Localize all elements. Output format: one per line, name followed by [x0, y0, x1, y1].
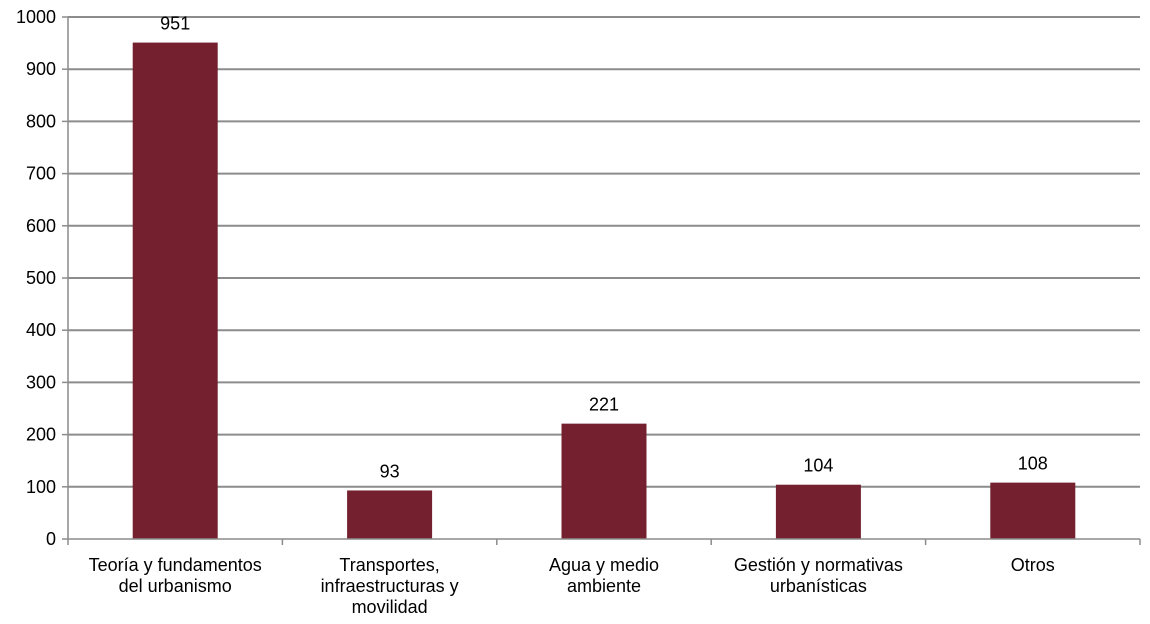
x-category-label-line: Transportes, — [339, 555, 439, 575]
bar — [775, 484, 861, 539]
bar — [561, 423, 647, 539]
x-category-label: Teoría y fundamentos del urbanismo — [89, 555, 262, 596]
data-label: 108 — [1018, 454, 1048, 474]
x-category-label-line: movilidad — [352, 597, 428, 617]
y-tick-label: 400 — [26, 320, 56, 340]
x-category-label-line: ambiente — [567, 576, 641, 596]
x-category-label-line: infraestructuras y — [321, 576, 459, 596]
y-tick-label: 100 — [26, 477, 56, 497]
data-label: 221 — [589, 395, 619, 415]
bar — [347, 490, 433, 539]
y-tick-label: 700 — [26, 164, 56, 184]
bar — [132, 42, 218, 539]
gridlines — [68, 16, 1140, 488]
x-category-label-line: Otros — [1011, 555, 1055, 575]
data-labels: 951 93 221 104 108 — [160, 14, 1048, 482]
x-category-label: Gestión y normativas urbanísticas — [734, 555, 903, 596]
y-tick-label: 300 — [26, 372, 56, 392]
x-category-label-line: Gestión y normativas — [734, 555, 903, 575]
y-tick-label: 0 — [46, 529, 56, 549]
x-category-label: Otros — [1011, 555, 1055, 575]
data-label: 93 — [380, 461, 400, 481]
data-label: 951 — [160, 14, 190, 34]
y-tick-label: 500 — [26, 268, 56, 288]
y-axis: 0 100 200 300 400 500 600 700 800 900 1000 — [16, 7, 69, 549]
y-tick-label: 200 — [26, 425, 56, 445]
data-label: 104 — [803, 456, 833, 476]
y-tick-label: 600 — [26, 216, 56, 236]
x-category-label-line: urbanísticas — [770, 576, 867, 596]
y-tick-label: 800 — [26, 111, 56, 131]
y-tick-label: 1000 — [16, 7, 56, 27]
bars — [132, 42, 1076, 539]
y-tick-label: 900 — [26, 59, 56, 79]
x-category-label-line: del urbanismo — [119, 576, 232, 596]
x-category-label: Transportes, infraestructuras y movilidad — [321, 555, 459, 617]
x-category-label-line: Agua y medio — [549, 555, 659, 575]
bar — [990, 482, 1076, 539]
x-category-label-line: Teoría y fundamentos — [89, 555, 262, 575]
x-axis: Teoría y fundamentos del urbanismo Transpo… — [67, 538, 1141, 617]
x-category-label: Agua y medio ambiente — [549, 555, 659, 596]
